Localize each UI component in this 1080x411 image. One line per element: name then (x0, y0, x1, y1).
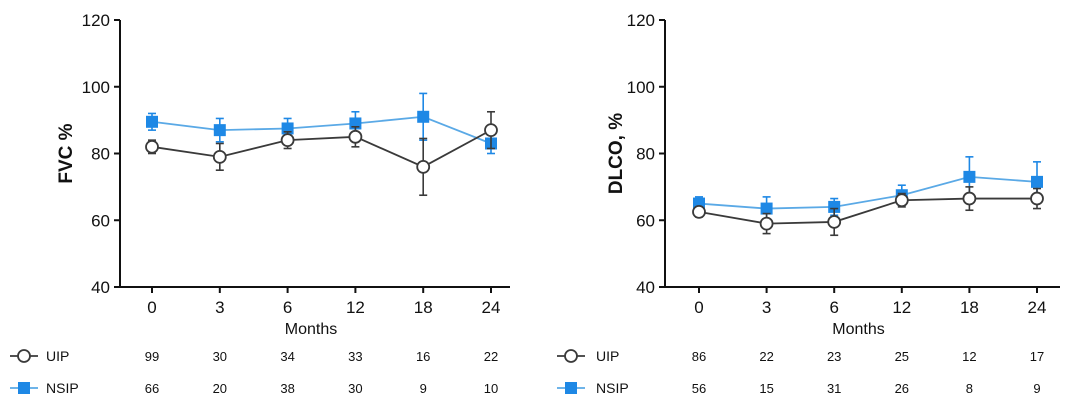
panel1-uip-n-at-risk: 33 (348, 349, 362, 364)
panel1-x-tick-label: 6 (283, 298, 292, 317)
panel1-nsip-n-at-risk: 66 (145, 381, 159, 396)
panel2-nsip-legend-label: NSIP (596, 380, 629, 396)
panel1-nsip-point (146, 115, 158, 128)
panel2-uip-n-at-risk: 17 (1030, 349, 1044, 364)
panel2-nsip-point (1031, 175, 1043, 188)
panel1-uip-point (280, 133, 295, 148)
panel2-uip-n-at-risk: 22 (759, 349, 773, 364)
panel1-nsip-n-at-risk: 20 (213, 381, 227, 396)
panel1-uip-point (484, 123, 498, 138)
panel2-nsip-point (828, 200, 841, 213)
panel2-x-tick-label: 18 (960, 298, 979, 317)
panel1-x-tick-label: 24 (482, 298, 501, 317)
panel2-uip-point (692, 205, 706, 219)
panel2-x-tick-label: 6 (829, 298, 838, 317)
panel1-uip-point (212, 149, 227, 164)
panel1-nsip-n-at-risk: 10 (484, 381, 498, 396)
panel1-x-tick-label: 12 (346, 298, 365, 317)
panel1-uip-legend-marker (17, 349, 31, 363)
panel2-x-tick-label: 3 (762, 298, 771, 317)
panel2-uip-n-at-risk: 23 (827, 349, 841, 364)
panel2-uip-n-at-risk: 86 (692, 349, 706, 364)
panel2-y-tick-label: 40 (636, 278, 655, 297)
panel2-x-tick-label: 12 (892, 298, 911, 317)
panel1-x-axis-label: Months (285, 321, 337, 338)
panel2-nsip-n-at-risk: 26 (895, 381, 909, 396)
panel2-nsip-point (760, 202, 773, 215)
panel1-uip-n-at-risk: 16 (416, 349, 430, 364)
panel1-nsip-legend-label: NSIP (46, 380, 79, 396)
panel2-x-tick-label: 0 (694, 298, 703, 317)
panel2-y-tick-label: 120 (627, 11, 655, 30)
panel1-x-tick-label: 3 (215, 298, 224, 317)
panel1-uip-point (348, 129, 363, 144)
panel1-uip-line (151, 129, 492, 168)
panel1-y-tick-label: 80 (91, 145, 110, 164)
panel2-nsip-point (963, 170, 976, 183)
panel1-uip-legend-label: UIP (46, 348, 69, 364)
panel2-uip-legend-label: UIP (596, 348, 619, 364)
panel2-uip-point (759, 216, 774, 231)
panel1-uip-n-at-risk: 30 (213, 349, 227, 364)
panel2-nsip-legend-marker (565, 382, 577, 394)
panel1-uip-point (145, 139, 159, 154)
panel1-nsip-point (349, 117, 362, 130)
panel1-nsip-legend-marker (18, 382, 30, 394)
panel1-y-tick-label: 100 (82, 78, 110, 97)
panel1-x-tick-label: 18 (414, 298, 433, 317)
panel2-nsip-line (698, 175, 1038, 210)
panel1-nsip-n-at-risk: 30 (348, 381, 362, 396)
panel1-y-tick-label: 40 (91, 278, 110, 297)
panel1-uip-point (416, 159, 431, 174)
panel2-uip-n-at-risk: 12 (962, 349, 976, 364)
panel1-uip-n-at-risk: 34 (280, 349, 294, 364)
panel2-uip-legend-marker (564, 349, 578, 363)
panel2-nsip-n-at-risk: 9 (1033, 381, 1040, 396)
panel1-x-tick-label: 0 (147, 298, 156, 317)
panel1-y-tick-label: 60 (91, 211, 110, 230)
panel2-uip-line (698, 197, 1037, 225)
panel2-uip-point (1030, 191, 1044, 206)
panel1-uip-n-at-risk: 22 (484, 349, 498, 364)
panel1-y-tick-label: 120 (82, 11, 110, 30)
panel1-y-axis-label: FVC % (56, 123, 77, 183)
panel2-uip-point (962, 191, 977, 206)
panel2-x-axis-label: Months (832, 321, 884, 338)
panel2-uip-n-at-risk: 25 (895, 349, 909, 364)
panel2-nsip-n-at-risk: 8 (966, 381, 973, 396)
panel2-y-tick-label: 60 (636, 211, 655, 230)
panel1-nsip-point (417, 110, 430, 123)
panel1-nsip-point (213, 124, 226, 137)
panel2-nsip-n-at-risk: 15 (759, 381, 773, 396)
panel2-uip-point (827, 215, 842, 229)
panel2-y-axis-label: DLCO, % (606, 113, 627, 194)
panel2-y-tick-label: 100 (627, 78, 655, 97)
panel2-x-tick-label: 24 (1028, 298, 1047, 317)
panel1-uip-n-at-risk: 99 (145, 349, 159, 364)
panel1-nsip-line (151, 115, 492, 145)
panel2-nsip-n-at-risk: 31 (827, 381, 841, 396)
panel2-uip-point (894, 193, 909, 208)
panel1-nsip-n-at-risk: 38 (280, 381, 294, 396)
panel1-nsip-n-at-risk: 9 (420, 381, 427, 396)
panel2-y-tick-label: 80 (636, 145, 655, 164)
panel2-nsip-n-at-risk: 56 (692, 381, 706, 396)
